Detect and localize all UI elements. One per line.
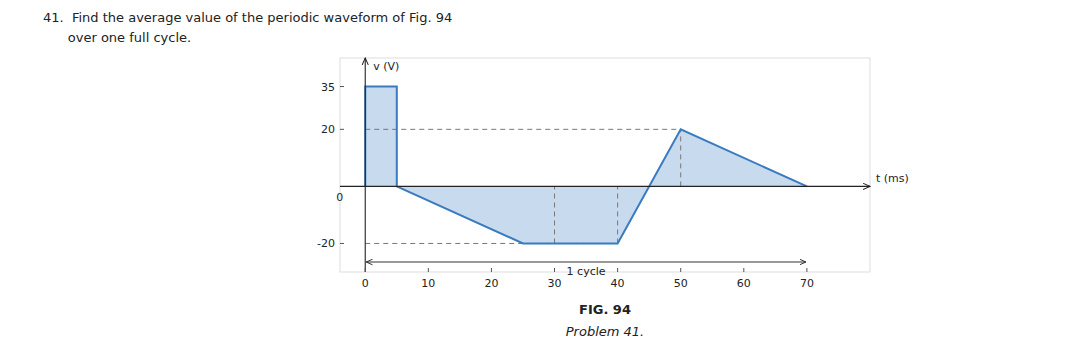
guide-line [680,129,681,186]
x-tick-label: 60 [737,277,751,290]
subtitle: over one full cycle. [43,30,191,45]
cycle-label: 1 cycle [567,265,606,278]
title: 41. Find the average value of the period… [43,10,452,25]
x-tick-label: 20 [484,277,498,290]
y-tick-label: -20 [317,237,335,250]
x-axis [340,186,870,187]
x-tick-label: 0 [362,277,369,290]
plot-area [365,87,807,244]
x-tick [491,268,492,272]
cycle-arrow [366,262,806,263]
x-tick [365,268,366,272]
waveform-area [365,87,807,244]
y-tick [340,243,344,244]
x-tick-label: 10 [421,277,435,290]
y-tick-label: 20 [321,123,335,136]
y-tick [340,129,344,130]
x-tick [617,268,618,272]
x-tick [680,268,681,272]
figure-label: FIG. 94 [579,302,631,317]
x-tick [743,268,744,272]
x-tick-label: 40 [611,277,625,290]
y-axis [365,58,366,272]
y-axis-label: v (V) [373,60,399,73]
x-tick-label: 70 [800,277,814,290]
guide-line [554,186,555,243]
guide-line [365,129,680,130]
x-tick [554,268,555,272]
chart: 41. Find the average value of the period… [0,0,1071,351]
plot-frame [340,58,870,272]
x-tick-label: 30 [548,277,562,290]
x-axis-label: t (ms) [876,172,909,185]
x-tick-label: 50 [674,277,688,290]
y-tick [340,86,344,87]
guide-line [617,186,618,243]
caption: Problem 41. [566,324,644,339]
y-tick-label: 35 [321,81,335,94]
x-tick [428,268,429,272]
origin-label: 0 [336,191,343,204]
x-tick [806,268,807,272]
waveform-line [365,87,807,244]
